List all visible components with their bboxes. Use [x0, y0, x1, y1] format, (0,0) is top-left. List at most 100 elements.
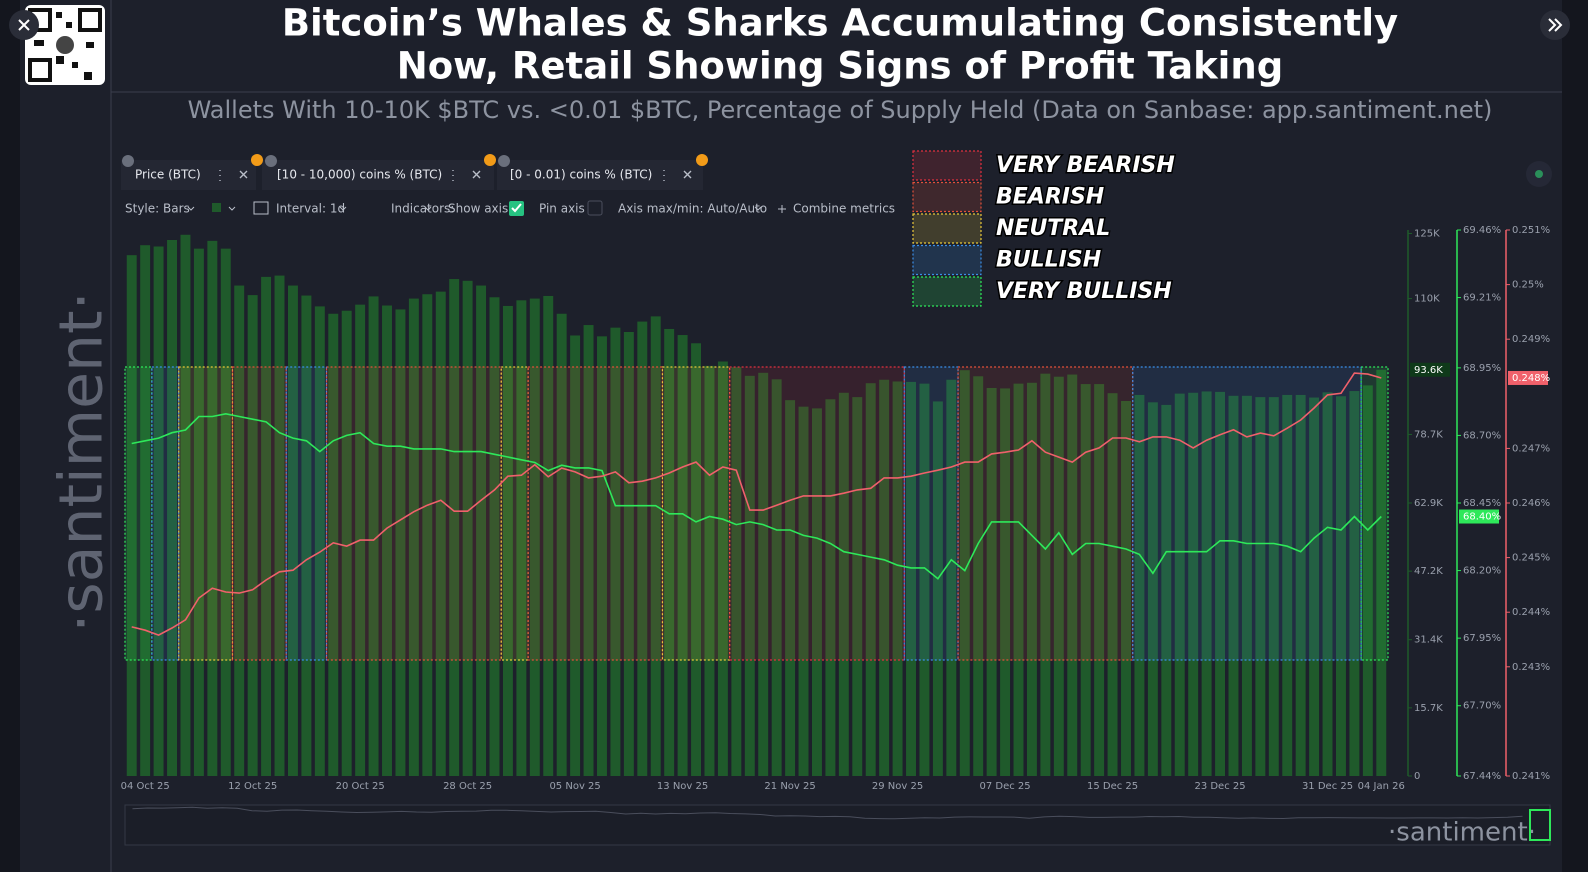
tab-label[interactable]: [0 - 0.01) coins % (BTC) [510, 168, 652, 182]
bar [1013, 383, 1024, 776]
x-tick-label: 05 Nov 25 [549, 781, 600, 792]
bar [1107, 393, 1118, 776]
sentiment-zone [285, 366, 328, 661]
legend-swatch [912, 213, 982, 244]
bar [435, 291, 446, 776]
qr-finder [78, 8, 102, 32]
bar [556, 313, 567, 776]
bitcoin-icon [696, 154, 708, 166]
legend-label: VERY BEARISH [996, 153, 1175, 178]
lock-icon [265, 155, 277, 167]
tab-label[interactable]: Price (BTC) [135, 168, 201, 182]
bar [852, 397, 863, 776]
interval-selector[interactable]: Interval: 1d [276, 202, 345, 216]
axis-minmax-selector[interactable]: Axis max/min: Auto/Auto [618, 202, 767, 216]
qr-logo [56, 36, 74, 54]
bar [301, 295, 312, 776]
status-dot [1535, 170, 1543, 178]
bar [838, 392, 849, 776]
tab-menu-icon[interactable] [219, 170, 665, 181]
indicators-selector[interactable]: Indicators: [391, 202, 454, 216]
y-tick-label: 0.243% [1512, 662, 1550, 673]
expand-icon[interactable] [1548, 18, 1563, 32]
bar [543, 295, 554, 776]
y-tick-label: 31.4K [1414, 635, 1443, 646]
x-tick-label: 07 Dec 25 [979, 781, 1030, 792]
show-axis-label: Show axis [448, 202, 508, 216]
tab-close-icon[interactable] [239, 170, 692, 179]
navigator[interactable] [124, 804, 1551, 846]
pin-axis-checkbox[interactable] [587, 200, 603, 216]
bar [516, 300, 527, 776]
color-swatch[interactable] [212, 203, 221, 212]
subtitle: Wallets With 10-10K $BTC vs. <0.01 $BTC,… [188, 96, 1493, 124]
bar [1268, 397, 1279, 776]
expand-button[interactable] [1540, 10, 1570, 40]
bar [153, 246, 164, 776]
qr-code [25, 5, 105, 85]
qr-dot [34, 40, 44, 46]
x-tick-label: 04 Oct 25 [121, 781, 170, 792]
bar [126, 255, 137, 777]
qr-finder [28, 58, 52, 82]
checkmark [511, 203, 522, 213]
tab[interactable] [262, 160, 494, 190]
bar [583, 325, 594, 776]
bar [986, 387, 997, 776]
x-tick-label: 21 Nov 25 [764, 781, 815, 792]
bar [1336, 396, 1346, 776]
legend-swatch [912, 150, 982, 181]
y-tick-label: 0.246% [1512, 498, 1550, 509]
sentiment-zone [957, 366, 1134, 661]
bar [1295, 394, 1306, 776]
bar [1282, 394, 1293, 776]
close-icon[interactable] [18, 19, 30, 31]
bar [1053, 376, 1064, 776]
bar [879, 379, 890, 776]
qr-dot [66, 22, 72, 28]
plus-icon [778, 205, 786, 213]
x-tick-label: 13 Nov 25 [657, 781, 708, 792]
sentiment-zone [729, 366, 905, 661]
combine-metrics-button[interactable]: Combine metrics [793, 202, 895, 216]
bar [906, 381, 916, 776]
tab[interactable] [497, 160, 703, 190]
y-tick-label: 69.21% [1463, 293, 1501, 304]
sentiment-zone [500, 366, 529, 661]
last-value-label: 0.248% [1512, 373, 1550, 384]
bar [1188, 392, 1199, 776]
tab[interactable] [121, 160, 256, 190]
bar [1255, 397, 1266, 776]
bar [1161, 404, 1172, 776]
bar [932, 401, 943, 776]
bar [1215, 391, 1226, 776]
last-value-badge [1459, 509, 1499, 524]
style-selector[interactable]: Style: Bars [125, 202, 190, 216]
bar [610, 327, 621, 776]
y-tick-label: 0.25% [1512, 280, 1544, 291]
bar [919, 383, 930, 776]
legend-label: BEARISH [996, 185, 1104, 210]
bar [691, 343, 702, 776]
bar [287, 285, 298, 776]
bar [502, 305, 513, 776]
bar [234, 285, 245, 776]
navigator-handle[interactable] [1529, 809, 1551, 841]
bar [167, 239, 177, 776]
last-value-label: 68.40% [1463, 512, 1501, 523]
close-button[interactable] [9, 10, 39, 40]
line [131, 412, 1382, 580]
y-tick-label: 68.20% [1463, 566, 1501, 577]
tab-label[interactable]: [10 - 10,000) coins % (BTC) [277, 168, 442, 182]
bar [1362, 385, 1373, 776]
bitcoin-icon [251, 154, 263, 166]
bar [946, 379, 957, 776]
bar [623, 331, 634, 776]
bar [140, 245, 151, 776]
bar [1134, 394, 1145, 776]
bar [382, 305, 392, 776]
bar [489, 297, 500, 776]
y-tick-label: 67.70% [1463, 701, 1501, 712]
bar [1094, 384, 1105, 776]
